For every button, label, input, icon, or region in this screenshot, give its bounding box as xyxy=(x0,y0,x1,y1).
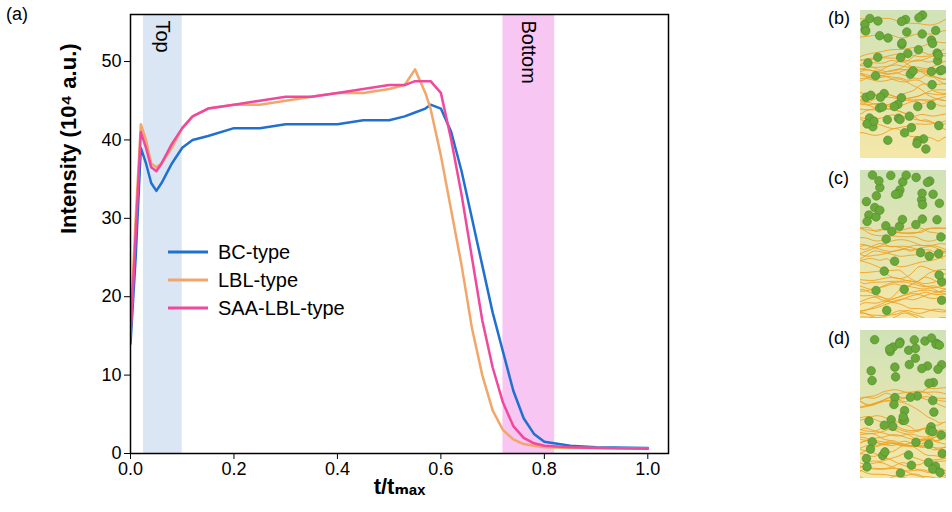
svg-text:Bottom: Bottom xyxy=(518,21,540,84)
svg-text:(c): (c) xyxy=(828,168,849,188)
svg-text:0.4: 0.4 xyxy=(325,459,350,479)
svg-text:0.2: 0.2 xyxy=(221,459,246,479)
html-text:(a): (a) xyxy=(6,4,28,24)
svg-text:30: 30 xyxy=(101,208,121,228)
html-text:SAA-LBL-type: SAA-LBL-type xyxy=(218,296,345,319)
svg-text:(d): (d) xyxy=(828,328,850,348)
svg-text:40: 40 xyxy=(101,130,121,150)
svg-text:1.0: 1.0 xyxy=(635,459,660,479)
svg-text:0.0: 0.0 xyxy=(118,459,143,479)
svg-text:50: 50 xyxy=(101,51,121,71)
svg-text:10: 10 xyxy=(101,365,121,385)
svg-text:0.8: 0.8 xyxy=(532,459,557,479)
svg-text:(b): (b) xyxy=(828,8,850,28)
svg-text:Top: Top xyxy=(152,21,174,53)
svg-text:0: 0 xyxy=(111,443,122,464)
svg-text:Intensity (10⁴ a.u.): Intensity (10⁴ a.u.) xyxy=(56,43,81,234)
html-text:LBL-type: LBL-type xyxy=(218,268,299,291)
svg-text:20: 20 xyxy=(101,286,121,306)
html-text:BC-type: BC-type xyxy=(218,240,291,263)
svg-text:t/tₘₐₓ: t/tₘₐₓ xyxy=(374,474,427,499)
svg-text:0.6: 0.6 xyxy=(428,459,453,479)
